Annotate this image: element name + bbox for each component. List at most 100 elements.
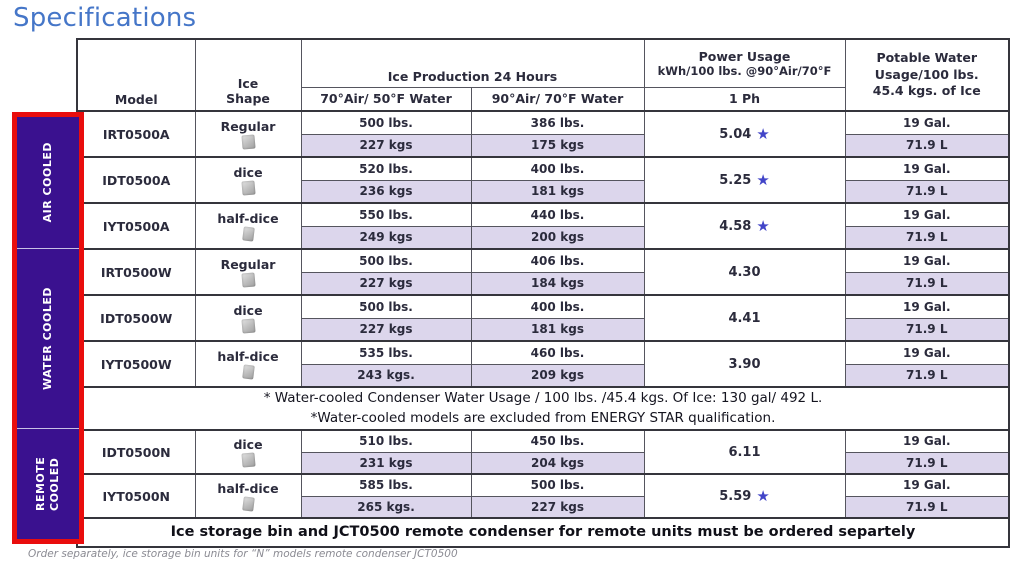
production-70air-lbs-cell: 550 lbs. <box>300 202 472 227</box>
production-70air-kgs-cell: 227 kgs <box>300 271 472 296</box>
spec-table-body: IRT0500A Regular 500 lbs. 386 lbs. 5.04 ★ 19 G… <box>76 110 1010 548</box>
model-cell: IDT0500N <box>76 429 196 475</box>
water-liters-cell: 71.9 L <box>844 451 1010 475</box>
table-row-idt0500n: IDT0500N dice 510 lbs. 450 lbs. 6.11 19 Gal. <box>76 429 1010 475</box>
table-row-iyt0500a: IYT0500A half-dice 550 lbs. 440 lbs. 4.58 ★ 19… <box>76 202 1010 250</box>
power-usage-cell: 6.11 <box>643 429 846 475</box>
ice-shape-cell: Regular <box>194 248 302 296</box>
model-cell: IDT0500A <box>76 156 196 204</box>
note-line-1: * Water-cooled Condenser Water Usage / 1… <box>263 389 823 406</box>
production-90air-kgs-cell: 175 kgs <box>470 133 645 158</box>
header-1ph: 1 Ph <box>643 86 846 112</box>
table-row-iyt0500n: IYT0500N half-dice 585 lbs. 500 lbs. 5.59 ★ 19… <box>76 473 1010 519</box>
production-70air-kgs-cell: 227 kgs <box>300 317 472 342</box>
model-cell: IYT0500N <box>76 473 196 519</box>
header-ice-production: Ice Production 24 Hours <box>300 38 645 88</box>
water-gal-cell: 19 Gal. <box>844 340 1010 365</box>
order-separately-footnote: Order separately, ice storage bin units … <box>28 548 458 560</box>
production-70air-lbs-cell: 535 lbs. <box>300 340 472 365</box>
power-usage-cell: 4.41 <box>643 294 846 342</box>
ice-cube-icon <box>240 272 256 288</box>
energy-star-icon: ★ <box>756 487 770 505</box>
production-90air-kgs-cell: 181 kgs <box>470 179 645 204</box>
table-row-iyt0500a-metric: 249 kgs 200 kgs 71.9 L <box>77 225 1010 250</box>
production-90air-lbs-cell: 400 lbs. <box>470 294 645 319</box>
production-90air-kgs-cell: 200 kgs <box>470 225 645 250</box>
strip-divider <box>17 248 79 249</box>
strip-divider <box>17 428 79 429</box>
production-70air-kgs-cell: 227 kgs <box>300 133 472 158</box>
ice-shape-label: half-dice <box>217 348 279 364</box>
header-ice-shape: Ice Shape <box>194 38 302 112</box>
ice-cube-icon <box>241 364 255 380</box>
model-cell: IYT0500A <box>76 202 196 250</box>
ice-cube-icon <box>240 318 256 334</box>
table-row-idt0500n-metric: 231 kgs 204 kgs 71.9 L <box>77 451 1010 475</box>
production-90air-lbs-cell: 386 lbs. <box>470 110 645 135</box>
water-liters-cell: 71.9 L <box>844 225 1010 250</box>
header-90air-70water: 90°Air/ 70°F Water <box>470 86 645 112</box>
header-model: Model <box>76 38 196 112</box>
page-title: Specifications <box>13 3 197 33</box>
ice-shape-cell: dice <box>194 429 302 475</box>
production-90air-lbs-cell: 450 lbs. <box>470 429 645 453</box>
note-line-1: Ice storage bin and JCT0500 remote conde… <box>170 523 916 540</box>
table-row-idt0500a: IDT0500A dice 520 lbs. 400 lbs. 5.25 ★ 19 Gal. <box>76 156 1010 204</box>
production-90air-kgs-cell: 181 kgs <box>470 317 645 342</box>
group-label-air-cooled: AIR COOLED <box>41 142 55 223</box>
production-90air-kgs-cell: 209 kgs <box>470 363 645 388</box>
specifications-table: Model Ice Shape Ice Production 24 Hours … <box>76 38 1010 548</box>
ice-cube-icon <box>240 180 256 196</box>
production-70air-kgs-cell: 249 kgs <box>300 225 472 250</box>
power-usage-cell: 4.30 <box>643 248 846 296</box>
water-liters-cell: 71.9 L <box>844 495 1010 519</box>
ice-shape-label: Regular <box>220 118 276 134</box>
table-row-irt0500a: IRT0500A Regular 500 lbs. 386 lbs. 5.04 ★ 19 G… <box>76 110 1010 158</box>
production-90air-kgs-cell: 204 kgs <box>470 451 645 475</box>
ice-cube-icon <box>241 226 255 242</box>
production-70air-lbs-cell: 520 lbs. <box>300 156 472 181</box>
table-row-idt0500w: IDT0500W dice 500 lbs. 400 lbs. 4.41 19 Gal. <box>76 294 1010 342</box>
energy-star-icon: ★ <box>756 171 770 189</box>
table-header: Model Ice Shape Ice Production 24 Hours … <box>76 38 1010 112</box>
production-70air-lbs-cell: 500 lbs. <box>300 294 472 319</box>
table-row-iyt0500n-metric: 265 kgs. 227 kgs 71.9 L <box>77 495 1010 519</box>
note-row-water-cooled: * Water-cooled Condenser Water Usage / 1… <box>76 386 1010 431</box>
production-70air-kgs-cell: 265 kgs. <box>300 495 472 519</box>
table-row-irt0500w-metric: 227 kgs 184 kgs 71.9 L <box>77 271 1010 296</box>
water-gal-cell: 19 Gal. <box>844 202 1010 227</box>
header-potable-line3: 45.4 kgs. of Ice <box>872 83 981 99</box>
energy-star-icon: ★ <box>756 217 770 235</box>
header-potable-water: Potable Water Usage/100 lbs. 45.4 kgs. o… <box>844 38 1010 112</box>
water-gal-cell: 19 Gal. <box>844 110 1010 135</box>
water-liters-cell: 71.9 L <box>844 363 1010 388</box>
ice-shape-cell: dice <box>194 156 302 204</box>
production-70air-lbs-cell: 585 lbs. <box>300 473 472 497</box>
table-row-irt0500a-metric: 227 kgs 175 kgs 71.9 L <box>77 133 1010 158</box>
energy-star-icon: ★ <box>756 125 770 143</box>
production-90air-lbs-cell: 460 lbs. <box>470 340 645 365</box>
ice-cube-icon <box>240 452 256 468</box>
power-usage-cell: 5.25 ★ <box>643 156 846 204</box>
table-row-idt0500w-metric: 227 kgs 181 kgs 71.9 L <box>77 317 1010 342</box>
header-power-usage: Power Usage kWh/100 lbs. @90°Air/70°F <box>643 38 846 88</box>
ice-shape-cell: Regular <box>194 110 302 158</box>
table-row-iyt0500w: IYT0500W half-dice 535 lbs. 460 lbs. 3.90 19 … <box>76 340 1010 388</box>
water-gal-cell: 19 Gal. <box>844 473 1010 497</box>
ice-shape-label: dice <box>233 436 263 452</box>
production-70air-lbs-cell: 510 lbs. <box>300 429 472 453</box>
production-70air-lbs-cell: 500 lbs. <box>300 110 472 135</box>
water-liters-cell: 71.9 L <box>844 179 1010 204</box>
production-90air-lbs-cell: 500 lbs. <box>470 473 645 497</box>
model-cell: IYT0500W <box>76 340 196 388</box>
header-potable-line2: Usage/100 lbs. <box>874 66 979 82</box>
ice-shape-cell: dice <box>194 294 302 342</box>
ice-shape-label: dice <box>233 164 263 180</box>
power-usage-cell: 5.04 ★ <box>643 110 846 158</box>
ice-shape-label: half-dice <box>217 210 279 226</box>
ice-shape-cell: half-dice <box>194 473 302 519</box>
header-power-line1: Power Usage <box>698 48 791 64</box>
water-liters-cell: 71.9 L <box>844 133 1010 158</box>
ice-shape-cell: half-dice <box>194 340 302 388</box>
water-liters-cell: 71.9 L <box>844 271 1010 296</box>
